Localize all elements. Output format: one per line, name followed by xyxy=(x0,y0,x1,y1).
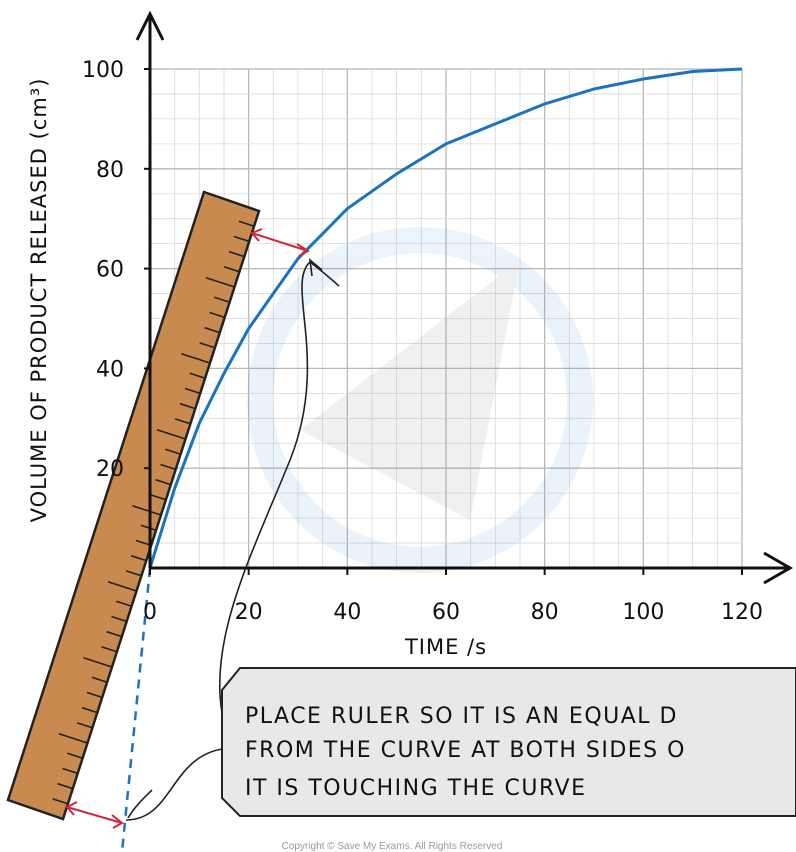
ruler-tick xyxy=(181,353,211,364)
y-tick-label: 20 xyxy=(96,457,124,482)
ruler-tick xyxy=(130,554,147,562)
y-tick-label: 40 xyxy=(96,357,124,382)
ruler-tick xyxy=(189,372,206,379)
equal-distance-arrow-top xyxy=(250,228,310,257)
x-tick-label: 80 xyxy=(531,600,559,625)
ruler-tick xyxy=(81,706,98,714)
callout-line-1: PLACE RULER SO IT IS AN EQUAL D xyxy=(245,704,678,729)
ruler-tick xyxy=(132,505,162,516)
x-tick-label: 60 xyxy=(432,600,460,625)
ruler-tick xyxy=(179,402,196,410)
callout-line-3: IT IS TOUCHING THE CURVE xyxy=(245,776,587,801)
ruler-tick xyxy=(91,676,108,683)
x-tick-label: 20 xyxy=(235,600,263,625)
x-tick-label: 120 xyxy=(721,600,763,625)
ruler-tick xyxy=(184,387,201,395)
ruler-tick xyxy=(165,448,181,455)
ruler-tick xyxy=(106,630,123,638)
ruler-tick xyxy=(62,767,78,775)
ruler-tick xyxy=(205,277,235,288)
ruler-tick xyxy=(52,798,69,805)
ruler-tick xyxy=(199,342,216,349)
pointer-hook-top xyxy=(309,261,340,287)
x-tick-label: 40 xyxy=(333,600,361,625)
ruler-ticks xyxy=(52,220,255,805)
ruler-tick xyxy=(156,429,186,440)
ruler-tick xyxy=(101,646,118,653)
ruler-tick xyxy=(116,600,132,607)
pointer-line-bottom xyxy=(125,747,233,821)
ruler-tick xyxy=(238,220,255,227)
ruler-tick xyxy=(76,722,93,729)
ruler-tick xyxy=(58,733,88,744)
ruler-tick xyxy=(233,235,250,243)
grid xyxy=(149,68,743,569)
y-tick-label: 100 xyxy=(82,58,124,83)
ruler-tick xyxy=(125,570,142,577)
ruler-tick xyxy=(140,524,157,531)
x-tick-label: 0 xyxy=(143,600,157,625)
x-axis xyxy=(150,551,794,585)
pointer-line-top xyxy=(218,261,311,749)
copyright-text: Copyright © Save My Exams. All Rights Re… xyxy=(282,841,503,852)
watermark-logo xyxy=(247,227,593,573)
pointer-arrowhead-top xyxy=(308,258,323,277)
x-axis-title: TIME /s xyxy=(404,635,487,659)
ruler-tick xyxy=(111,615,127,623)
ruler-tick xyxy=(57,782,74,790)
ruler-tick xyxy=(223,266,240,273)
equal-distance-arrow-bottom xyxy=(65,801,124,829)
ruler-tick xyxy=(155,478,172,486)
ruler-tick xyxy=(204,326,221,334)
x-tick-label: 100 xyxy=(622,600,664,625)
ruler-tick xyxy=(228,250,245,258)
y-axis xyxy=(135,10,165,568)
ruler-tick xyxy=(107,581,137,592)
ruler-tick xyxy=(67,752,83,759)
ruler-tick xyxy=(150,494,167,501)
ruler-tick xyxy=(160,463,176,471)
ruler-tick xyxy=(209,311,225,319)
callout-box: PLACE RULER SO IT IS AN EQUAL D FROM THE… xyxy=(221,667,796,817)
ruler-tick xyxy=(174,418,191,425)
series-line xyxy=(148,67,743,569)
pointer-hook-bottom xyxy=(127,789,153,819)
ruler-tick xyxy=(83,657,113,668)
ruler-tick xyxy=(214,296,230,303)
ruler-tick xyxy=(86,691,103,699)
ruler xyxy=(6,190,261,821)
y-tick-label: 60 xyxy=(96,258,124,283)
y-tick-label: 80 xyxy=(96,158,124,183)
callout-line-2: FROM THE CURVE AT BOTH SIDES O xyxy=(245,738,686,763)
y-axis-title: VOLUME OF PRODUCT RELEASED (cm³) xyxy=(27,78,51,523)
